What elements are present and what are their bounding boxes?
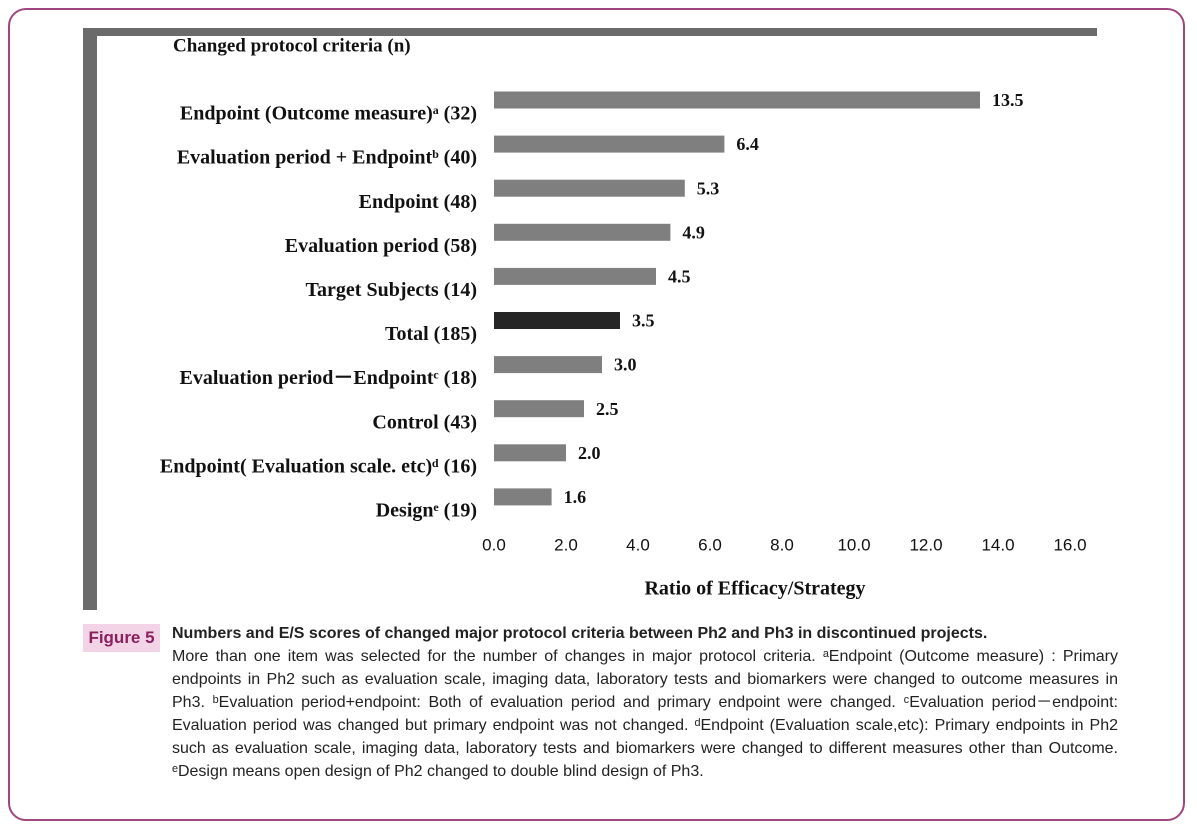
bar (494, 135, 725, 153)
bar (494, 444, 566, 462)
bar (494, 267, 656, 285)
bar (494, 312, 620, 329)
frame (8, 8, 1185, 821)
value-label: 4.5 (668, 267, 691, 287)
x-tick-label: 16.0 (1053, 535, 1086, 554)
category-label: Designᵉ (19) (376, 499, 477, 521)
category-label: Control (43) (372, 411, 477, 433)
chart: Changed protocol criteria (n) Ratio of E… (83, 28, 1097, 610)
x-tick-label: 4.0 (626, 535, 650, 554)
bar (494, 400, 584, 418)
value-label: 4.9 (682, 222, 705, 242)
value-label: 3.0 (614, 355, 637, 375)
x-tick-label: 6.0 (698, 535, 722, 554)
frame-top (83, 28, 1097, 36)
frame-left (83, 28, 97, 610)
bar (494, 179, 685, 197)
value-label: 13.5 (992, 90, 1024, 110)
value-label: 2.0 (578, 443, 601, 463)
category-label: Evaluation period－Endpointᶜ (18) (180, 367, 477, 389)
category-label: Endpoint (Outcome measure)ᵃ (32) (180, 103, 477, 125)
bar (494, 91, 980, 109)
value-label: 5.3 (697, 178, 720, 198)
caption: Numbers and E/S scores of changed major … (172, 622, 1118, 783)
figure-label: Figure 5 (83, 624, 160, 652)
x-axis-label: Ratio of Efficacy/Strategy (644, 578, 865, 600)
bar (494, 488, 552, 506)
x-tick-label: 14.0 (981, 535, 1014, 554)
value-label: 6.4 (736, 134, 759, 154)
category-label: Total (185) (385, 323, 477, 345)
category-label: Evaluation period (58) (285, 235, 477, 257)
x-tick-label: 0.0 (482, 535, 506, 554)
value-label: 1.6 (564, 487, 587, 507)
category-label: Endpoint( Evaluation scale. etc)ᵈ (16) (160, 455, 477, 477)
x-tick-label: 10.0 (837, 535, 870, 554)
category-label: Endpoint (48) (359, 191, 477, 213)
category-label: Evaluation period + Endpointᵇ (40) (177, 147, 477, 169)
bar (494, 356, 602, 374)
value-label: 3.5 (632, 311, 655, 331)
chart-header: Changed protocol criteria (n) (173, 35, 411, 56)
x-tick-label: 2.0 (554, 535, 578, 554)
caption-text: More than one item was selected for the … (172, 648, 1118, 780)
value-label: 2.5 (596, 399, 619, 419)
category-label: Target Subjects (14) (306, 279, 477, 301)
caption-title: Numbers and E/S scores of changed major … (172, 625, 988, 642)
x-tick-label: 12.0 (909, 535, 942, 554)
bar (494, 223, 671, 241)
x-tick-label: 8.0 (770, 535, 794, 554)
